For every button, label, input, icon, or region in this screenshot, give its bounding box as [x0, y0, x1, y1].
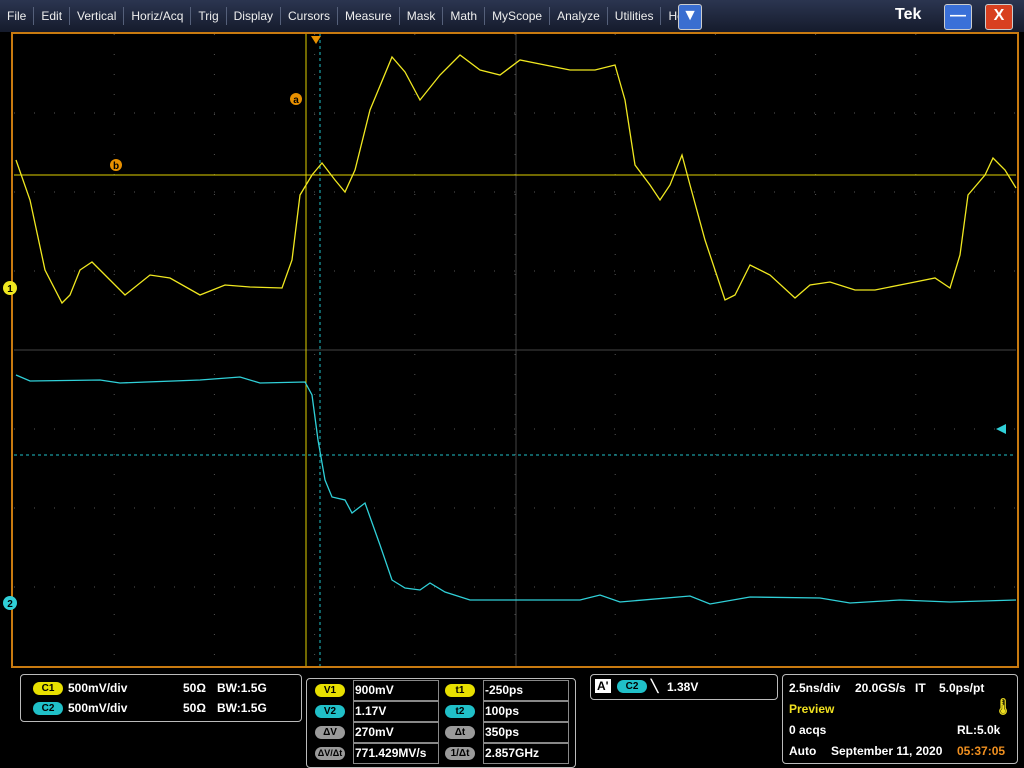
ch2-trigger-level [996, 424, 1006, 434]
badge[interactable]: ΔV/Δt [315, 747, 345, 760]
menu-item[interactable]: Vertical [70, 7, 125, 25]
badge[interactable]: 1/Δt [445, 747, 475, 760]
badge[interactable]: V1 [315, 684, 345, 697]
dropdown-button[interactable]: ▼ [678, 4, 702, 30]
cursor-b-marker [110, 159, 122, 171]
ch2-marker-label: 2 [7, 599, 13, 610]
brand: Tek [895, 6, 922, 23]
value: 350ps [485, 725, 520, 739]
menu-item[interactable]: Math [443, 7, 486, 25]
channel-panel: C1 500mV/div 50Ω BW:1.5G C2 500mV/div 50… [20, 674, 302, 722]
trigger-panel: A' C2 ╲ 1.38V [590, 674, 778, 700]
menu-item[interactable]: Cursors [281, 7, 339, 25]
menu-item[interactable]: File [0, 7, 35, 25]
bandwidth: BW:1.5G [217, 701, 267, 715]
badge[interactable]: t1 [445, 684, 475, 697]
value: -250ps [485, 683, 524, 697]
ch1-marker-label: 1 [7, 284, 13, 295]
menu-item[interactable]: Measure [338, 7, 400, 25]
menu-item[interactable]: Horiz/Acq [124, 7, 192, 25]
termination: 50Ω [183, 701, 206, 715]
menu-item[interactable]: Trig [191, 7, 227, 25]
acq-count: 0 acqs [789, 723, 827, 737]
ch2-marker [3, 596, 17, 610]
record-length: RL:5.0k [957, 723, 1001, 737]
close-button[interactable]: X [985, 4, 1013, 30]
menu-item[interactable]: Analyze [550, 7, 608, 25]
badge[interactable]: ΔV [315, 726, 345, 739]
menu-item[interactable]: Mask [400, 7, 444, 25]
acq-state: Preview [789, 702, 835, 716]
badge[interactable]: t2 [445, 705, 475, 718]
status-icon: 🌡 [993, 699, 1014, 716]
minimize-button[interactable]: — [944, 4, 972, 30]
ch2-trace [15, 374, 1017, 605]
value: 1.17V [355, 704, 387, 718]
waveform-display: 1 2 a b [3, 32, 1019, 668]
ch1-marker [3, 281, 17, 295]
ch1-trace [15, 54, 1017, 305]
resolution: 5.0ps/pt [939, 681, 985, 695]
scale: 500mV/div [68, 681, 128, 695]
bandwidth: BW:1.5G [217, 681, 267, 695]
cursor-panel: V1 V2 ΔV ΔV/Δt 900mV 1.17V 270mV 771.429… [306, 678, 576, 768]
value: 900mV [355, 683, 394, 697]
badge[interactable]: V2 [315, 705, 345, 718]
menu-item[interactable]: Edit [34, 7, 71, 25]
badge[interactable]: C1 [33, 682, 63, 695]
acq-mode: IT [915, 681, 926, 695]
trigger-slope: ╲ [651, 679, 659, 693]
menu-item[interactable]: MyScope [485, 7, 551, 25]
value: 270mV [355, 725, 394, 739]
badge[interactable]: C2 [33, 702, 63, 715]
trigger-mode[interactable]: A' [595, 679, 611, 693]
run-mode: Auto [789, 744, 817, 758]
menu-item[interactable]: Utilities [608, 7, 662, 25]
date: September 11, 2020 [831, 744, 943, 758]
value: 771.429MV/s [355, 746, 427, 760]
termination: 50Ω [183, 681, 206, 695]
time-scale: 2.5ns/div [789, 681, 841, 695]
scale: 500mV/div [68, 701, 128, 715]
trigger-position [311, 36, 321, 44]
trigger-level: 1.38V [667, 680, 699, 694]
value: 100ps [485, 704, 520, 718]
badge[interactable]: Δt [445, 726, 475, 739]
horizontal-panel: 2.5ns/div 20.0GS/s IT 5.0ps/pt Preview 🌡… [782, 674, 1018, 764]
time: 05:37:05 [957, 744, 1006, 758]
trigger-source[interactable]: C2 [617, 680, 647, 693]
cursor-b-label: b [113, 161, 119, 172]
cursor-a-label: a [293, 95, 299, 106]
cursor-a-marker [290, 93, 302, 105]
menu-item[interactable]: Display [227, 7, 281, 25]
menu-bar: File Edit Vertical Horiz/Acq Trig Displa… [0, 0, 1024, 32]
sample-rate: 20.0GS/s [855, 681, 906, 695]
value: 2.857GHz [485, 746, 540, 760]
